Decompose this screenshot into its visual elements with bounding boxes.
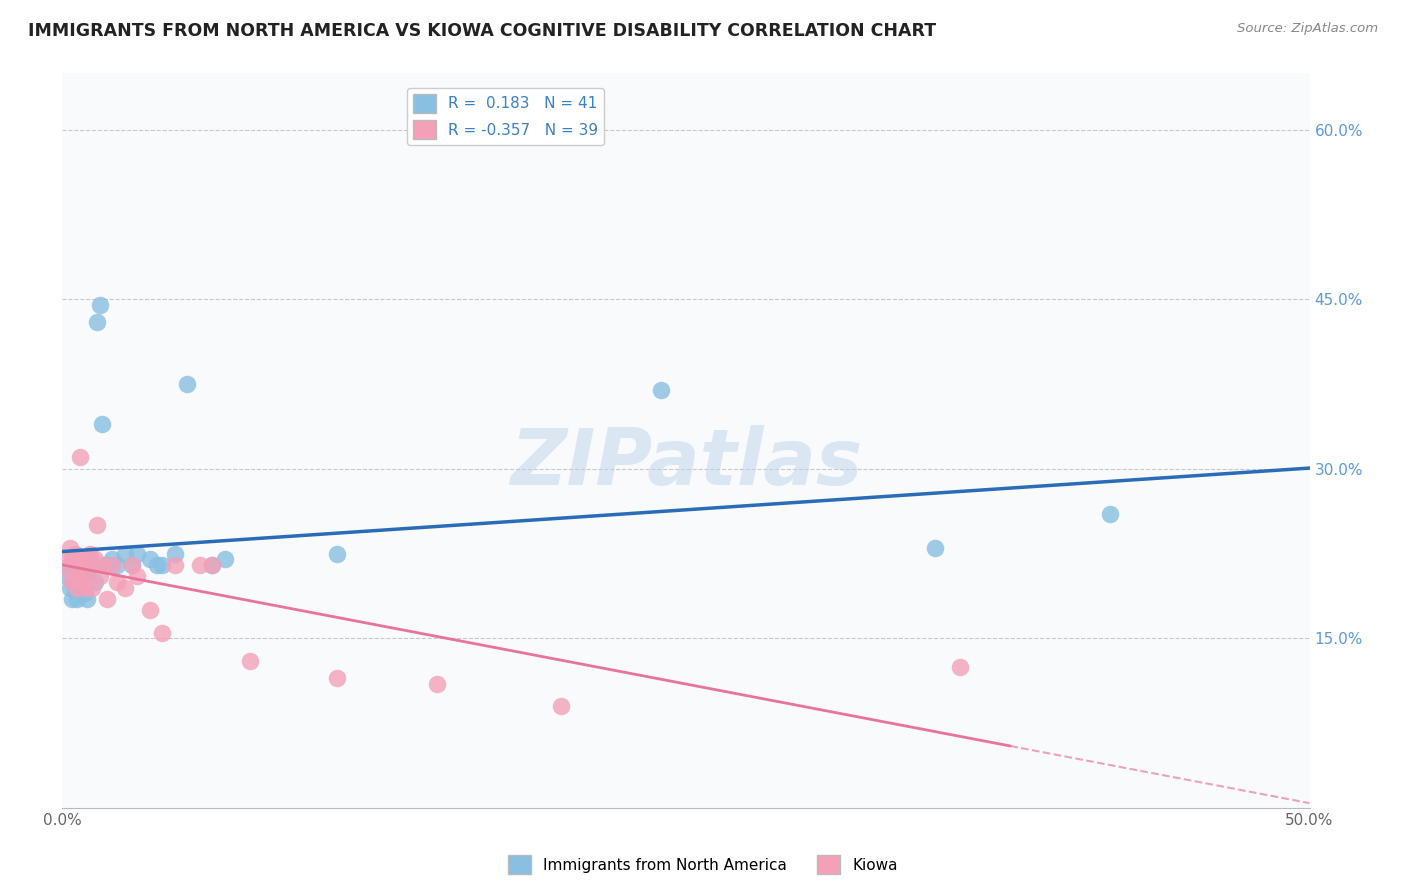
Point (69, 552, 91, 566)
Point (949, 659, 972, 673)
Point (56, 569, 79, 583)
Point (76, 558, 98, 572)
Text: Source: ZipAtlas.com: Source: ZipAtlas.com (1237, 22, 1378, 36)
Point (96, 558, 118, 572)
Point (59, 541, 82, 555)
Point (326, 547, 349, 561)
Point (86, 518, 108, 533)
Point (121, 558, 143, 572)
Point (924, 541, 946, 555)
Point (63, 581, 86, 595)
Point (56, 552, 79, 566)
Point (63, 547, 86, 561)
Point (139, 552, 162, 566)
Point (59, 564, 82, 578)
Point (176, 376, 198, 391)
Point (139, 603, 162, 617)
Legend: Immigrants from North America, Kiowa: Immigrants from North America, Kiowa (502, 849, 904, 880)
Point (69, 450, 91, 465)
Point (82, 581, 104, 595)
Text: ZIPatlas: ZIPatlas (510, 425, 862, 500)
Point (63, 558, 86, 572)
Point (76, 569, 98, 583)
Legend: R =  0.183   N = 41, R = -0.357   N = 39: R = 0.183 N = 41, R = -0.357 N = 39 (406, 88, 605, 145)
Point (150, 625, 173, 640)
Point (550, 699, 572, 714)
Point (326, 671, 349, 685)
Point (91, 558, 114, 572)
Point (79, 552, 101, 566)
Point (66, 574, 89, 589)
Point (66, 591, 89, 606)
Point (62, 574, 84, 589)
Point (72, 558, 94, 572)
Point (72, 574, 94, 589)
Point (69, 564, 91, 578)
Point (1098, 507, 1121, 521)
Point (63, 564, 86, 578)
Point (66, 581, 89, 595)
Point (72, 569, 94, 583)
Point (163, 547, 186, 561)
Point (72, 581, 94, 595)
Point (96, 591, 118, 606)
Point (101, 558, 124, 572)
Point (114, 581, 136, 595)
Point (105, 574, 128, 589)
Point (62, 552, 84, 566)
Point (76, 569, 98, 583)
Point (84, 552, 107, 566)
Point (59, 581, 82, 595)
Point (201, 558, 224, 572)
Point (105, 558, 128, 572)
Point (150, 558, 173, 572)
Point (79, 547, 101, 561)
Point (101, 552, 124, 566)
Point (89, 569, 111, 583)
Point (73, 552, 96, 566)
Point (66, 558, 89, 572)
Point (84, 574, 107, 589)
Point (59, 558, 82, 572)
Point (146, 558, 169, 572)
Point (89, 298, 111, 312)
Point (127, 569, 149, 583)
Point (86, 315, 108, 329)
Point (214, 552, 236, 566)
Point (163, 558, 186, 572)
Point (650, 383, 672, 397)
Point (201, 558, 224, 572)
Point (121, 558, 143, 572)
Point (426, 676, 449, 690)
Text: IMMIGRANTS FROM NORTH AMERICA VS KIOWA COGNITIVE DISABILITY CORRELATION CHART: IMMIGRANTS FROM NORTH AMERICA VS KIOWA C… (28, 22, 936, 40)
Point (73, 558, 96, 572)
Point (82, 558, 104, 572)
Point (69, 552, 91, 566)
Point (127, 547, 149, 561)
Point (62, 574, 84, 589)
Point (91, 417, 114, 431)
Point (238, 654, 260, 668)
Point (63, 569, 86, 583)
Point (73, 581, 96, 595)
Point (73, 586, 96, 600)
Point (76, 591, 98, 606)
Point (114, 547, 136, 561)
Point (188, 558, 211, 572)
Point (62, 591, 84, 606)
